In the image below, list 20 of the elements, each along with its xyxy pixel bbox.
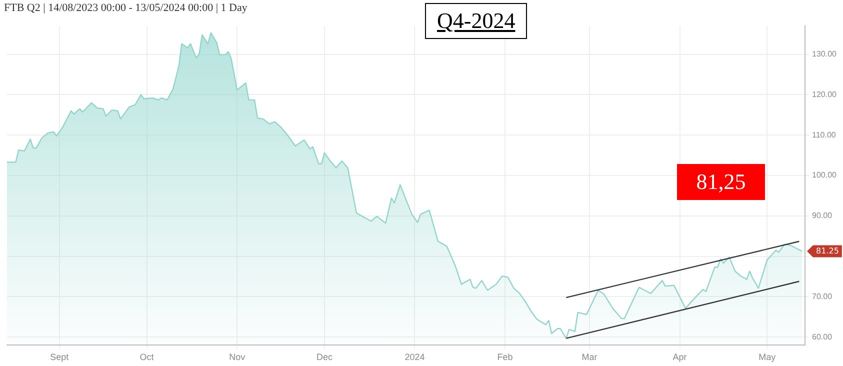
x-tick-label: 2024 [404,352,425,362]
chart-subtitle: Q4-2024 [425,3,528,39]
x-tick-label: Dec [316,352,333,362]
y-tick-label: 90.00 [812,211,833,220]
x-tick-label: Apr [672,352,687,362]
y-tick-label: 100.00 [812,170,838,180]
annotation: 81.25 [816,246,839,256]
y-tick-label: 60.00 [812,332,833,342]
chart-title: FTB Q2 | 14/08/2023 00:00 - 13/05/2024 00:00 | 1 Day [4,2,248,14]
y-tick-label: 70.00 [812,292,833,301]
x-tick-label: Oct [140,352,154,362]
x-tick-label: Feb [497,352,513,362]
annotation: 81,25 [677,164,765,200]
x-tick-label: Nov [229,352,246,362]
x-tick-label: May [758,352,776,362]
y-tick-label: 110.00 [812,130,836,140]
x-tick-label: Sept [50,352,70,362]
x-tick-label: Mar [582,352,598,362]
y-tick-label: 130.00 [812,49,838,58]
y-tick-label: 120.00 [812,90,838,99]
